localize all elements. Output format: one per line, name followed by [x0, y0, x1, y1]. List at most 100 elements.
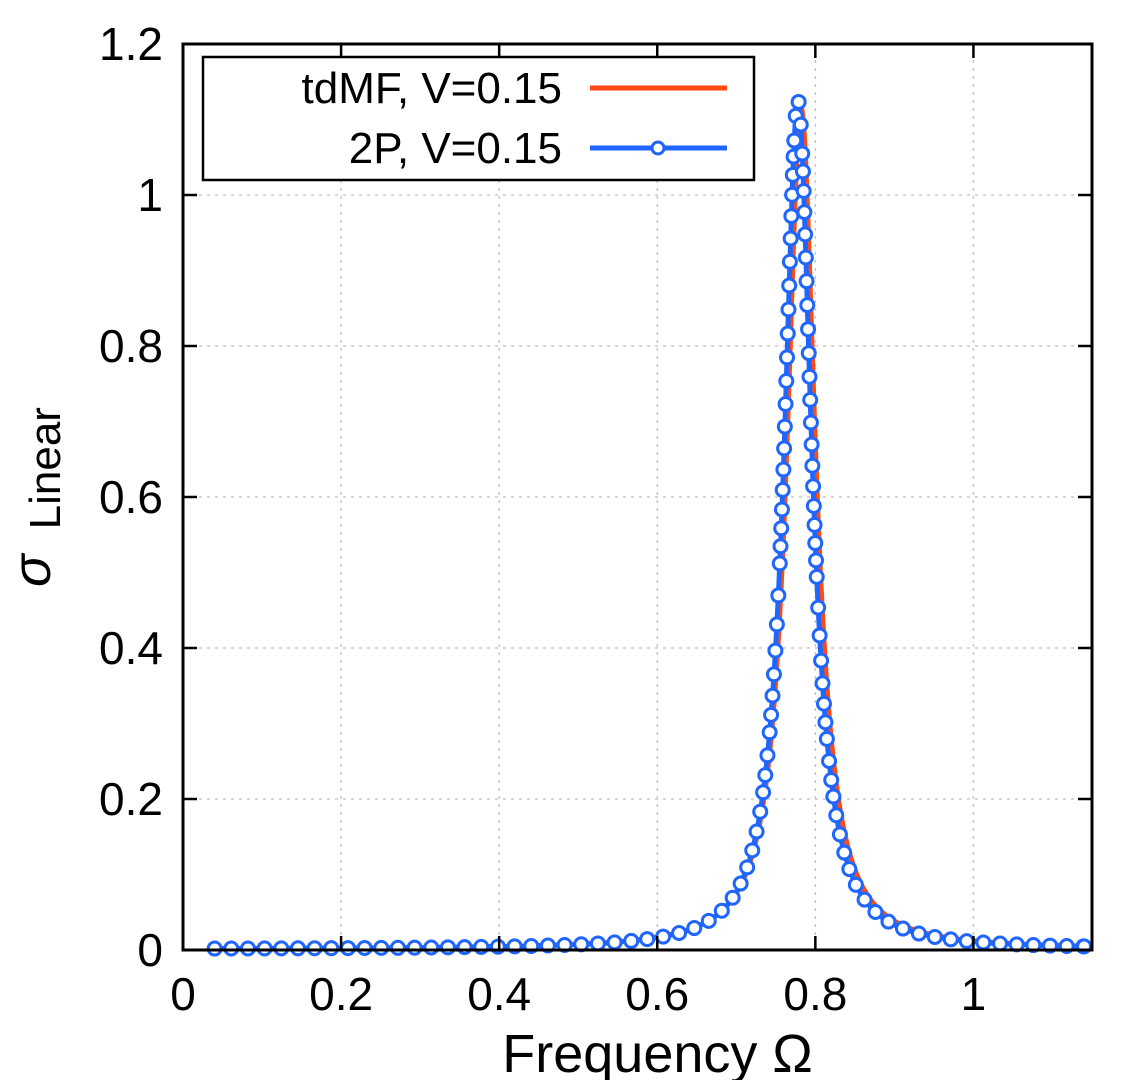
data-point	[306, 940, 323, 957]
data-point	[686, 920, 703, 937]
y-axis-subscript: Linear	[21, 407, 70, 529]
data-point	[792, 116, 809, 133]
y-tick-label: 1	[137, 169, 163, 221]
data-point	[800, 345, 817, 362]
data-point	[779, 349, 796, 366]
data-point	[439, 939, 456, 956]
data-point	[732, 875, 749, 892]
data-point	[815, 695, 832, 712]
data-point	[1025, 937, 1042, 954]
y-axis-symbol: σ	[2, 552, 62, 587]
y-tick-label: 0.4	[99, 622, 163, 674]
data-point	[805, 478, 822, 495]
data-point	[765, 666, 782, 683]
x-tick-label: 0.8	[783, 968, 847, 1020]
series-layer	[206, 93, 1093, 957]
data-point	[763, 706, 780, 723]
data-point	[739, 859, 756, 876]
data-point	[339, 940, 356, 957]
data-point	[779, 325, 796, 342]
data-point	[926, 928, 943, 945]
data-point	[256, 940, 273, 957]
data-point	[606, 934, 623, 951]
data-point	[768, 616, 785, 633]
data-point	[958, 933, 975, 950]
data-point	[847, 876, 864, 893]
data-point	[767, 642, 784, 659]
data-point	[808, 552, 825, 569]
data-point	[821, 753, 838, 770]
data-point	[802, 414, 819, 431]
x-tick-label: 0	[170, 968, 196, 1020]
data-point	[992, 935, 1009, 952]
data-point	[273, 940, 290, 957]
data-point	[323, 940, 340, 957]
data-point	[776, 440, 793, 457]
data-point	[764, 687, 781, 704]
data-point	[880, 913, 897, 930]
data-point	[805, 498, 822, 515]
data-point	[744, 842, 761, 859]
data-point	[825, 788, 842, 805]
data-point	[781, 277, 798, 294]
data-point	[795, 183, 812, 199]
legend: tdMF, V=0.15 2P, V=0.15	[201, 55, 756, 182]
data-point	[748, 823, 765, 840]
data-point	[456, 939, 473, 956]
y-tick-label: 0.8	[99, 320, 163, 372]
data-point	[771, 555, 788, 572]
x-axis-title: Frequency Ω	[502, 1024, 813, 1080]
series-1	[206, 93, 1093, 957]
y-axis-title: σ Linear	[2, 407, 70, 587]
data-point	[755, 784, 772, 801]
data-point	[856, 891, 873, 908]
data-point	[807, 535, 824, 552]
data-point	[800, 321, 817, 338]
legend-label-tdmf: tdMF, V=0.15	[302, 64, 562, 113]
data-point	[780, 301, 797, 318]
data-point	[775, 461, 792, 478]
data-point	[700, 912, 717, 929]
data-point	[772, 538, 789, 555]
data-point	[671, 925, 688, 942]
data-point	[813, 652, 830, 669]
ticks	[181, 42, 1092, 952]
data-point	[797, 249, 814, 266]
grid	[183, 44, 1092, 950]
data-point	[724, 889, 741, 906]
data-point	[373, 939, 390, 956]
data-point	[777, 396, 794, 413]
data-point	[778, 372, 795, 389]
data-point	[770, 587, 787, 604]
data-point	[910, 925, 927, 942]
data-point	[831, 826, 848, 843]
data-point	[406, 939, 423, 956]
data-point	[289, 940, 306, 957]
legend-box	[201, 55, 756, 182]
data-point	[790, 93, 807, 110]
data-point	[752, 803, 769, 820]
data-point	[841, 861, 858, 878]
data-point	[810, 599, 827, 616]
data-point	[639, 931, 656, 948]
data-point	[975, 934, 992, 951]
data-point	[774, 481, 791, 498]
data-point	[794, 145, 811, 162]
data-point	[773, 520, 790, 537]
data-point	[803, 436, 820, 453]
x-tick-label: 0.6	[625, 968, 689, 1020]
data-point	[782, 230, 799, 247]
data-point	[801, 368, 818, 385]
data-point	[713, 902, 730, 919]
data-point	[589, 935, 606, 952]
data-point	[794, 163, 811, 180]
data-point	[623, 932, 640, 949]
data-point	[942, 931, 959, 948]
data-point	[799, 297, 816, 314]
data-point	[781, 253, 798, 270]
y-tick-label: 0.2	[99, 773, 163, 825]
legend-label-2p: 2P, V=0.15	[349, 124, 562, 173]
legend-marker-2p	[650, 140, 666, 156]
data-point	[389, 939, 406, 956]
data-point	[811, 627, 828, 644]
